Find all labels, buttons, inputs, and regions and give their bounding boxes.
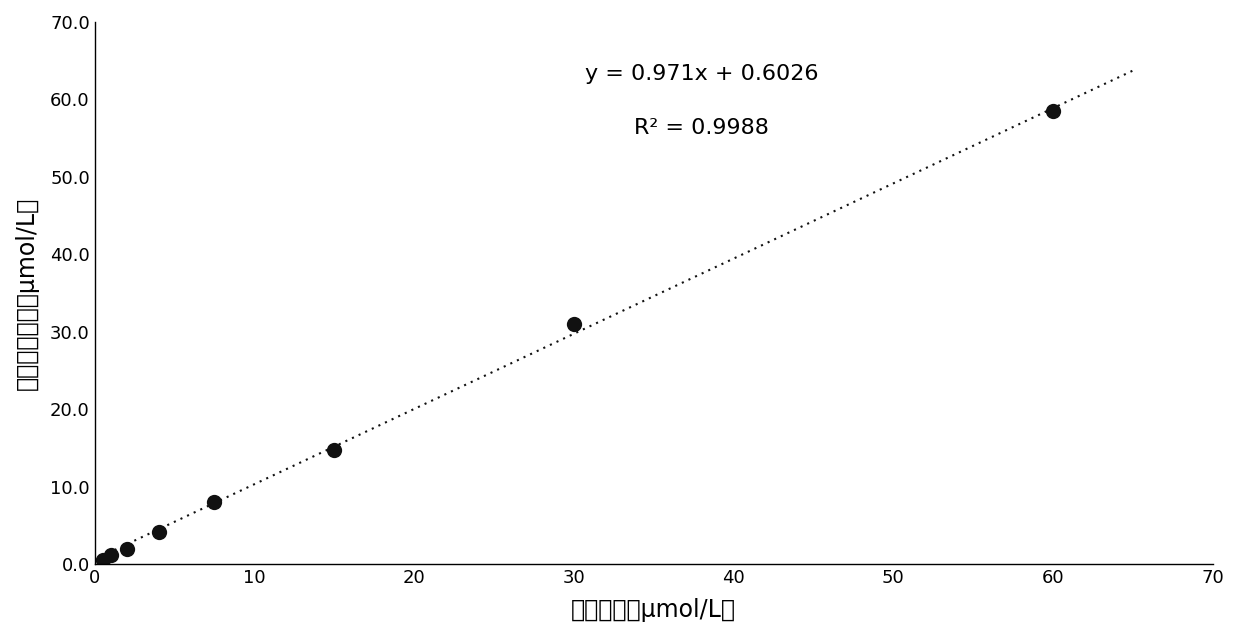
Point (564, 319, 584, 329)
Text: R² = 0.9988: R² = 0.9988 (634, 118, 769, 138)
Point (116, 543, 136, 554)
Point (149, 526, 169, 536)
Text: y = 0.971x + 0.6026: y = 0.971x + 0.6026 (585, 64, 818, 84)
X-axis label: 理论浓度（μmol/L）: 理论浓度（μmol/L） (571, 598, 736, 622)
Y-axis label: 本试剑盒测値（μmol/L）: 本试剑盒测値（μmol/L） (15, 196, 38, 390)
Point (204, 497, 224, 507)
Point (325, 445, 344, 455)
Point (1043, 106, 1063, 116)
Point (100, 550, 120, 560)
Point (93, 555, 113, 565)
